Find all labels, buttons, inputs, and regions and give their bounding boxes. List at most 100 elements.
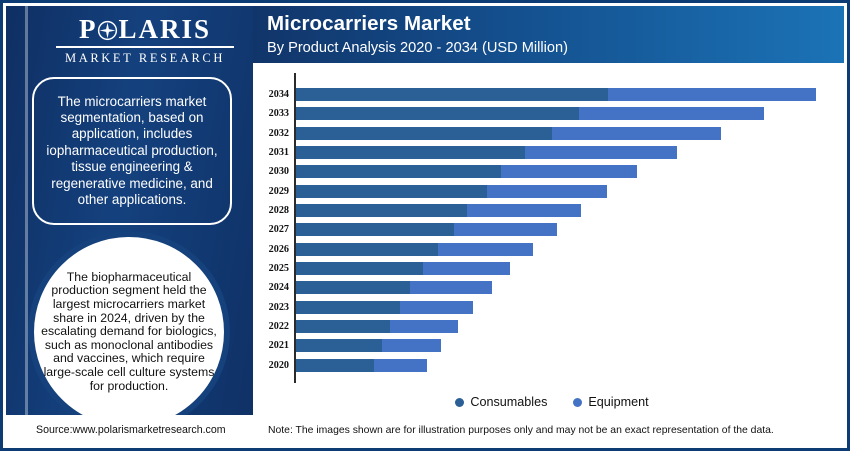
bar-segment-equipment bbox=[390, 319, 458, 333]
stacked-bar bbox=[295, 261, 510, 275]
y-axis-tick-label: 2033 bbox=[268, 108, 289, 120]
page-subtitle: By Product Analysis 2020 - 2034 (USD Mil… bbox=[267, 40, 568, 56]
y-axis-tick-label: 2034 bbox=[268, 89, 289, 101]
bar-segment-equipment bbox=[438, 242, 534, 256]
stacked-bar bbox=[295, 145, 678, 159]
chart-header: Microcarriers Market By Product Analysis… bbox=[253, 6, 844, 63]
brand-logo: P LARIS MARKET RESEARCH bbox=[50, 14, 240, 66]
bar-segment-consumables bbox=[295, 145, 526, 159]
y-axis-tick-label: 2032 bbox=[268, 127, 289, 139]
compass-star-icon bbox=[97, 20, 118, 41]
bar-row: 2030 bbox=[253, 162, 847, 181]
legend-label: Consumables bbox=[470, 395, 548, 409]
brand-tagline: MARKET RESEARCH bbox=[65, 51, 225, 65]
y-axis-tick-label: 2029 bbox=[268, 185, 289, 197]
y-axis-tick-label: 2025 bbox=[268, 263, 289, 275]
bar-segment-equipment bbox=[382, 339, 442, 353]
bar-segment-consumables bbox=[295, 358, 374, 372]
y-axis-tick-label: 2020 bbox=[268, 359, 289, 371]
bar-segment-equipment bbox=[467, 203, 582, 217]
bar-segment-consumables bbox=[295, 281, 411, 295]
bar-segment-consumables bbox=[295, 126, 553, 140]
y-axis-tick-label: 2024 bbox=[268, 282, 289, 294]
bar-segment-equipment bbox=[410, 281, 492, 295]
bar-segment-consumables bbox=[295, 319, 391, 333]
brand-divider bbox=[56, 46, 234, 48]
stacked-bar bbox=[295, 203, 582, 217]
insight-circle-text: The biopharmaceutical production segment… bbox=[41, 269, 217, 393]
bar-row: 2034 bbox=[253, 85, 847, 104]
stacked-bar bbox=[295, 223, 558, 237]
bar-row: 2020 bbox=[253, 356, 847, 375]
bar-row: 2021 bbox=[253, 336, 847, 355]
bar-row: 2033 bbox=[253, 104, 847, 123]
page-title: Microcarriers Market bbox=[267, 12, 471, 35]
bar-row: 2032 bbox=[253, 124, 847, 143]
bar-segment-equipment bbox=[399, 300, 474, 314]
y-axis-line bbox=[294, 73, 296, 383]
stacked-bar bbox=[295, 184, 607, 198]
bar-rows: 2034 2033 2032 2031 2030 2029 2028 2027 2026 2025… bbox=[253, 85, 847, 375]
y-axis-tick-label: 2028 bbox=[268, 205, 289, 217]
bar-row: 2026 bbox=[253, 240, 847, 259]
chart-legend: Consumables Equipment bbox=[253, 395, 847, 409]
bar-segment-consumables bbox=[295, 242, 439, 256]
y-axis-tick-label: 2021 bbox=[268, 340, 289, 352]
segmentation-callout-text: The microcarriers market segmentation, b… bbox=[46, 93, 218, 208]
y-axis-tick-label: 2031 bbox=[268, 147, 289, 159]
stacked-bar bbox=[295, 88, 817, 101]
bar-segment-consumables bbox=[295, 88, 608, 101]
bar-segment-equipment bbox=[453, 223, 558, 237]
legend-label: Equipment bbox=[588, 395, 649, 409]
bar-segment-consumables bbox=[295, 339, 383, 353]
stacked-bar bbox=[295, 358, 427, 372]
legend-item-consumables[interactable]: Consumables bbox=[455, 395, 547, 409]
footer-bar: Source:www.polarismarketresearch.com Not… bbox=[6, 415, 844, 445]
footer-source: Source:www.polarismarketresearch.com bbox=[36, 424, 226, 436]
bar-segment-consumables bbox=[295, 203, 468, 217]
bar-row: 2027 bbox=[253, 220, 847, 239]
stacked-bar bbox=[295, 126, 721, 140]
bar-segment-consumables bbox=[295, 300, 400, 314]
legend-swatch-icon bbox=[573, 397, 583, 407]
bar-segment-equipment bbox=[525, 145, 678, 159]
bar-segment-consumables bbox=[295, 184, 487, 198]
y-axis-tick-label: 2026 bbox=[268, 243, 289, 255]
bar-segment-consumables bbox=[295, 107, 579, 121]
legend-swatch-icon bbox=[455, 397, 465, 407]
bar-segment-consumables bbox=[295, 223, 454, 237]
stacked-bar bbox=[295, 339, 442, 353]
bar-segment-equipment bbox=[552, 126, 721, 140]
bar-segment-consumables bbox=[295, 165, 502, 179]
stacked-bar bbox=[295, 319, 458, 333]
y-axis-tick-label: 2030 bbox=[268, 166, 289, 178]
bar-segment-consumables bbox=[295, 261, 424, 275]
stacked-bar bbox=[295, 242, 534, 256]
insight-circle-callout: The biopharmaceutical production segment… bbox=[28, 231, 230, 433]
bar-segment-equipment bbox=[607, 88, 817, 101]
bar-segment-equipment bbox=[501, 165, 637, 179]
bar-row: 2023 bbox=[253, 298, 847, 317]
plot-area: 2034 2033 2032 2031 2030 2029 2028 2027 2026 2025… bbox=[253, 73, 847, 409]
brand-wordmark: P LARIS bbox=[50, 14, 240, 44]
y-axis-tick-label: 2027 bbox=[268, 224, 289, 236]
y-axis-tick-label: 2022 bbox=[268, 321, 289, 333]
stacked-bar bbox=[295, 281, 492, 295]
segmentation-callout: The microcarriers market segmentation, b… bbox=[32, 77, 232, 225]
stacked-bar bbox=[295, 300, 474, 314]
bar-segment-equipment bbox=[578, 107, 765, 121]
footer-note: Note: The images shown are for illustrat… bbox=[268, 424, 774, 436]
bar-row: 2029 bbox=[253, 182, 847, 201]
stacked-bar bbox=[295, 107, 765, 121]
bar-row: 2028 bbox=[253, 201, 847, 220]
bar-segment-equipment bbox=[486, 184, 607, 198]
sidebar-accent-line bbox=[25, 6, 28, 421]
bar-row: 2025 bbox=[253, 259, 847, 278]
bar-row: 2024 bbox=[253, 278, 847, 297]
y-axis-tick-label: 2023 bbox=[268, 301, 289, 313]
legend-item-equipment[interactable]: Equipment bbox=[573, 395, 649, 409]
bar-row: 2031 bbox=[253, 143, 847, 162]
bar-segment-equipment bbox=[373, 358, 427, 372]
brand-wordmark-left: P bbox=[78, 14, 98, 44]
